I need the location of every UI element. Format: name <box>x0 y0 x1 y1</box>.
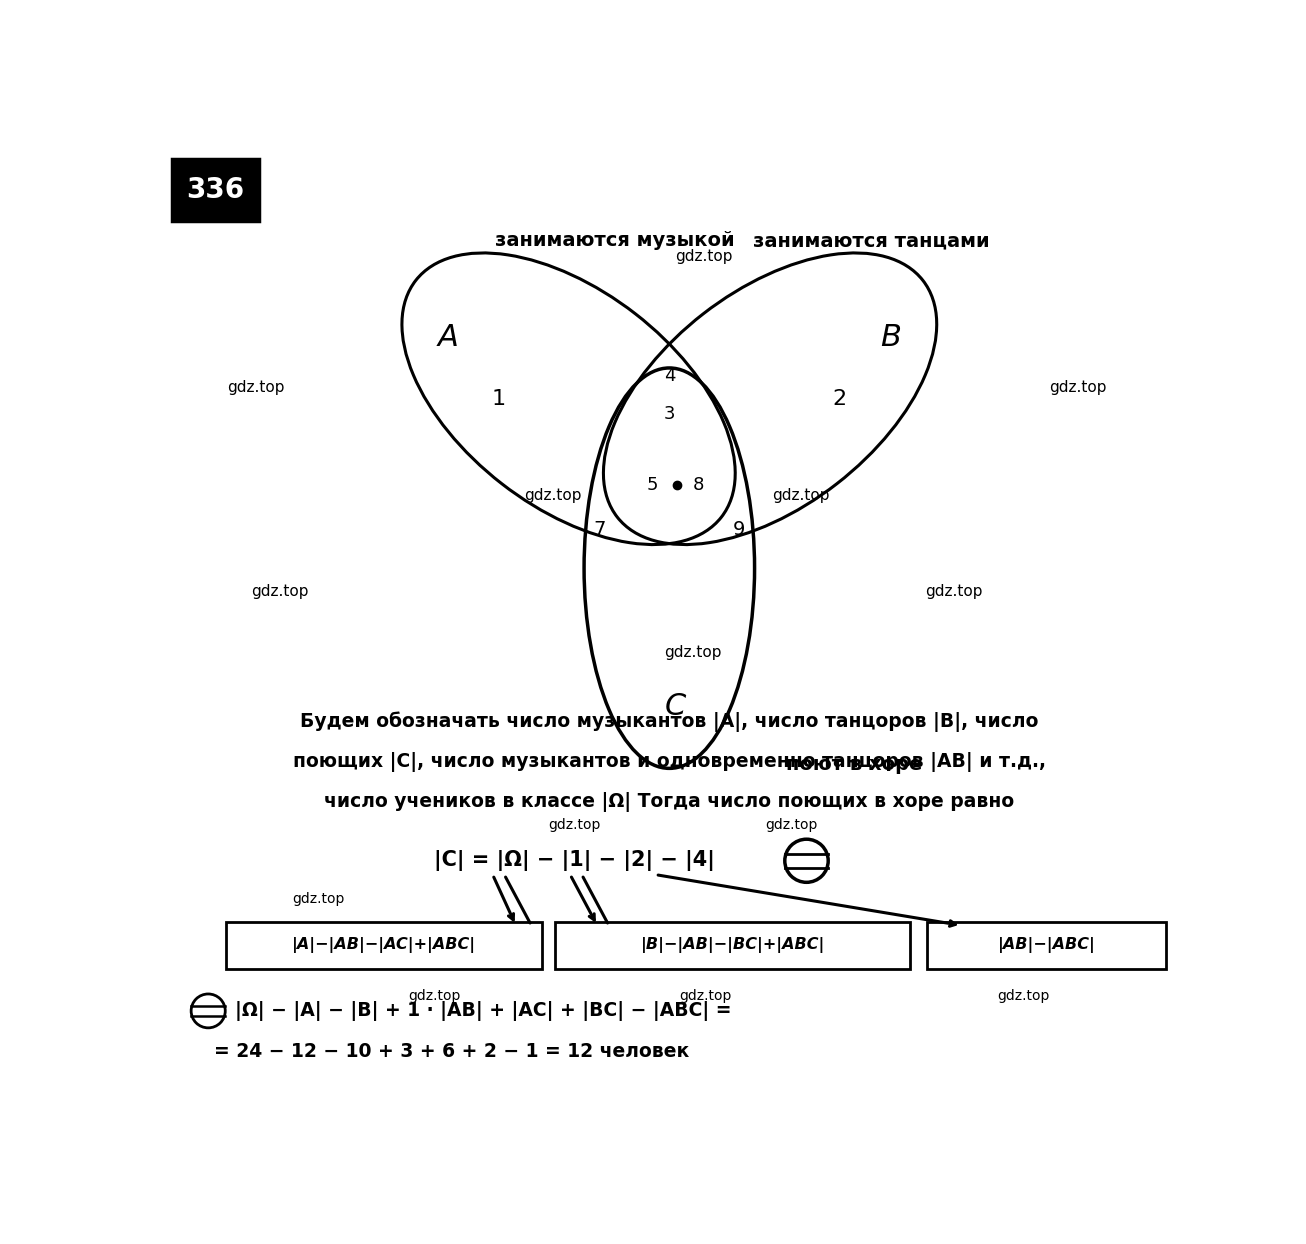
Text: gdz.top: gdz.top <box>409 989 461 1003</box>
Text: 1: 1 <box>492 389 505 409</box>
Text: A: A <box>438 322 458 352</box>
Text: C: C <box>665 692 686 722</box>
Text: 8: 8 <box>693 476 704 494</box>
Text: |Ω| − |A| − |B| + 1 · |AB| + |AC| + |BC| − |ABC| =: |Ω| − |A| − |B| + 1 · |AB| + |AC| + |BC|… <box>235 1001 731 1021</box>
Text: gdz.top: gdz.top <box>675 249 733 264</box>
Text: gdz.top: gdz.top <box>679 989 731 1003</box>
FancyBboxPatch shape <box>226 922 542 969</box>
Text: 9: 9 <box>733 520 746 539</box>
Text: gdz.top: gdz.top <box>998 989 1050 1003</box>
Text: занимаются музыкой: занимаются музыкой <box>495 231 735 250</box>
Text: |C| = |Ω| − |1| − |2| − |4|: |C| = |Ω| − |1| − |2| − |4| <box>434 850 714 871</box>
Text: gdz.top: gdz.top <box>547 819 601 832</box>
Text: |B|−|AB|−|BC|+|ABC|: |B|−|AB|−|BC|+|ABC| <box>641 938 825 953</box>
Text: gdz.top: gdz.top <box>251 583 308 598</box>
Text: gdz.top: gdz.top <box>772 488 829 503</box>
Text: |A|−|AB|−|AC|+|ABC|: |A|−|AB|−|AC|+|ABC| <box>293 938 477 953</box>
Text: gdz.top: gdz.top <box>925 583 982 598</box>
Text: gdz.top: gdz.top <box>227 379 285 394</box>
Text: B: B <box>880 322 901 352</box>
Text: gdz.top: gdz.top <box>663 646 721 661</box>
Text: 4: 4 <box>663 367 675 384</box>
Text: gdz.top: gdz.top <box>293 892 345 907</box>
Text: gdz.top: gdz.top <box>1049 379 1106 394</box>
Text: 3: 3 <box>663 406 675 423</box>
Text: gdz.top: gdz.top <box>765 819 818 832</box>
FancyBboxPatch shape <box>172 159 260 221</box>
Text: число учеников в классе |Ω| Тогда число поющих в хоре равно: число учеников в классе |Ω| Тогда число … <box>324 792 1015 812</box>
FancyBboxPatch shape <box>927 922 1166 969</box>
Text: 7: 7 <box>593 520 606 539</box>
Text: 336: 336 <box>187 177 244 204</box>
Text: |AB|−|ABC|: |AB|−|ABC| <box>998 938 1096 953</box>
Text: Будем обозначать число музыкантов |A|, число танцоров |B|, число: Будем обозначать число музыкантов |A|, ч… <box>300 712 1038 733</box>
Text: = 24 − 12 − 10 + 3 + 6 + 2 − 1 = 12 человек: = 24 − 12 − 10 + 3 + 6 + 2 − 1 = 12 чело… <box>214 1042 688 1061</box>
Text: gdz.top: gdz.top <box>524 488 582 503</box>
Text: 2: 2 <box>833 389 846 409</box>
Text: поют в хоре: поют в хоре <box>786 755 922 774</box>
Text: занимаются танцами: занимаются танцами <box>752 231 989 250</box>
Text: поющих |C|, число музыкантов и одновременно танцоров |AB| и т.д.,: поющих |C|, число музыкантов и одновреме… <box>293 753 1046 773</box>
FancyBboxPatch shape <box>555 922 910 969</box>
Text: 5: 5 <box>646 476 658 494</box>
